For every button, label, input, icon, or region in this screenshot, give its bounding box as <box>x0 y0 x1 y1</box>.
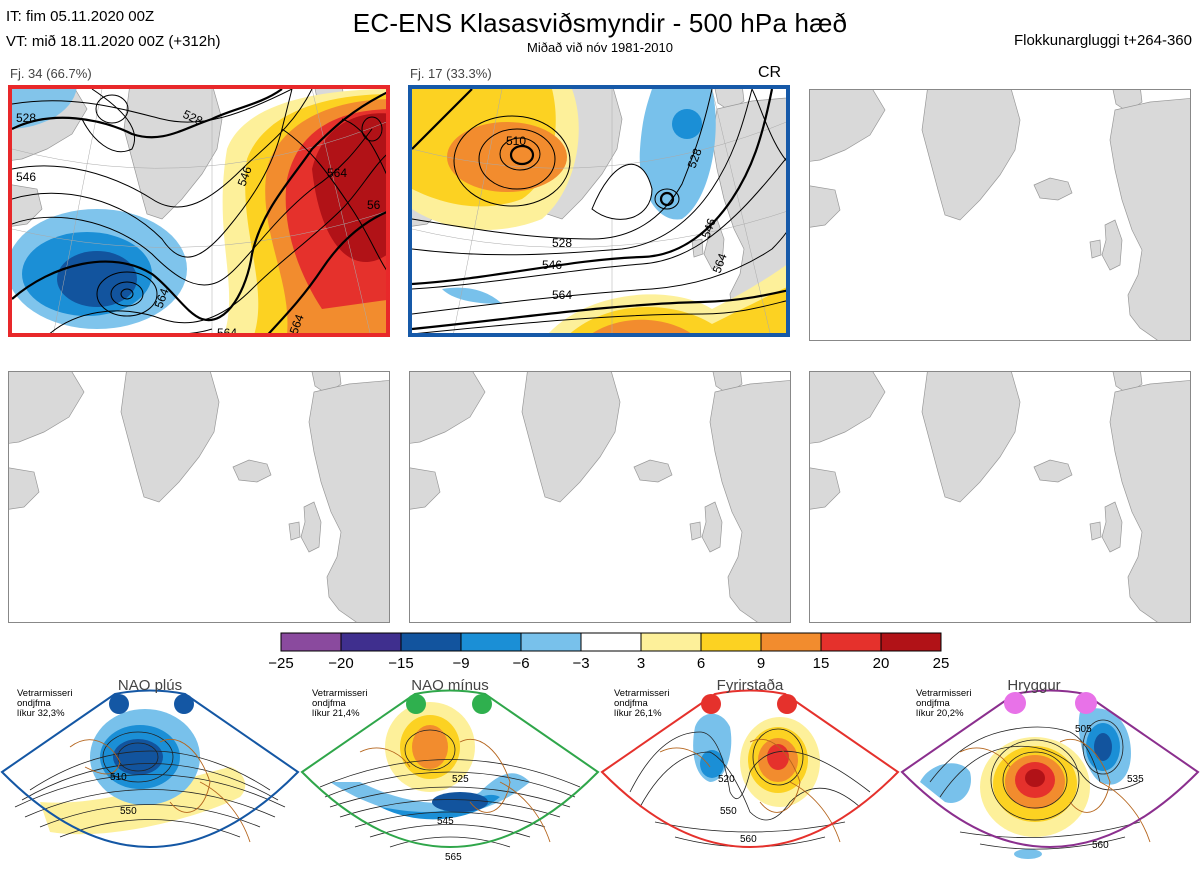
regime-label: 565 <box>445 852 462 863</box>
regime-label: 560 <box>1092 840 1109 851</box>
regime-hryggur: 505 535 560 Vetrarmisseri ondjfma líkur … <box>900 672 1200 872</box>
regime-nao-minus: 525 545 565 Vetrarmisseri ondjfma líkur … <box>300 672 600 872</box>
regime-title: Fyrirstaða <box>716 677 784 694</box>
colorbar-tick-label: −6 <box>512 655 530 672</box>
colorbar-cell <box>340 632 402 652</box>
colorbar-tick-label: 15 <box>812 655 830 672</box>
colorbar-cell <box>580 632 642 652</box>
colorbar-cell <box>640 632 702 652</box>
contour-label: 564 <box>217 326 237 337</box>
regime-dot <box>472 694 492 714</box>
colorbar-tick-label: 3 <box>636 655 646 672</box>
colorbar-cell <box>820 632 882 652</box>
regime-stats: Vetrarmisseri ondjfma líkur 20,2% <box>916 688 972 719</box>
cluster-3-map <box>809 89 1191 341</box>
page-title: EC-ENS Klasasviðsmyndir - 500 hPa hæð <box>352 8 848 38</box>
regime-label: 505 <box>1075 724 1092 735</box>
colorbar-tick-label: −20 <box>328 655 354 672</box>
colorbar-tick-label: 9 <box>756 655 766 672</box>
anomaly-colorbar <box>280 632 942 652</box>
regime-label: 560 <box>740 834 757 845</box>
colorbar-tick-label: −25 <box>268 655 294 672</box>
contour-label: 546 <box>699 216 719 240</box>
contour-label: 546 <box>542 258 562 272</box>
colorbar-cell <box>700 632 762 652</box>
header-times: IT: fim 05.11.2020 00Z VT: mið 18.11.202… <box>6 4 220 54</box>
contour-label: 528 <box>16 111 36 125</box>
contour-label: 528 <box>685 146 705 170</box>
contour-label: 56 <box>367 198 381 212</box>
regime-dot <box>1075 692 1097 714</box>
regime-dot <box>174 694 194 714</box>
valid-time: VT: mið 18.11.2020 00Z (+312h) <box>6 33 221 50</box>
cluster-2-tag: CR <box>758 64 782 81</box>
cluster-5-map <box>409 371 791 623</box>
colorbar-tick-label: 25 <box>932 655 950 672</box>
regime-label: 535 <box>1127 774 1144 785</box>
colorbar-tick-label: −3 <box>572 655 590 672</box>
contour-label: 564 <box>287 312 307 336</box>
regime-dot <box>701 694 721 714</box>
regime-stats: Vetrarmisseri ondjfma líkur 26,1% <box>614 688 670 719</box>
cluster-2-map: 510 528 528 546 564 546 564 <box>408 85 790 337</box>
cluster-1-map: 528 546 564 528 546 564 564 564 56 <box>8 85 390 337</box>
contour-label: 510 <box>506 134 526 148</box>
contour-label: 546 <box>235 164 255 188</box>
regime-dot <box>406 694 426 714</box>
colorbar-cell <box>520 632 582 652</box>
regime-title: NAO plús <box>117 677 183 694</box>
colorbar-tick-label: −9 <box>452 655 470 672</box>
contour-label: 564 <box>152 286 172 310</box>
regime-label: 550 <box>720 806 737 817</box>
colorbar-cell <box>880 632 942 652</box>
colorbar-cell <box>400 632 462 652</box>
contour-label: 564 <box>710 251 730 275</box>
contour-label: 564 <box>552 288 572 302</box>
regime-stats: Vetrarmisseri ondjfma líkur 21,4% <box>312 688 368 719</box>
regime-dot <box>777 694 797 714</box>
regime-title: NAO mínus <box>411 677 489 694</box>
colorbar-tick-label: −15 <box>388 655 414 672</box>
cluster-4-map <box>8 371 390 623</box>
page-subtitle: Miðað við nóv 1981-2010 <box>527 40 673 55</box>
regime-label: 545 <box>437 816 454 827</box>
colorbar-tick-label: 20 <box>872 655 890 672</box>
regime-stats: Vetrarmisseri ondjfma líkur 32,3% <box>17 688 73 719</box>
regime-label: 520 <box>718 774 735 785</box>
colorbar-cell <box>760 632 822 652</box>
cluster-window: Flokkunargluggi t+264-360 <box>1013 32 1192 49</box>
regime-fyrirstada: 520 550 560 Vetrarmisseri ondjfma líkur … <box>600 672 900 872</box>
cluster-1-label: Fj. 34 (66.7%) <box>10 66 92 81</box>
regime-dot <box>109 694 129 714</box>
regime-label: 525 <box>452 774 469 785</box>
cluster-2-label: Fj. 17 (33.3%) <box>410 66 492 81</box>
colorbar-cell <box>460 632 522 652</box>
regime-title: Hryggur <box>1007 677 1061 694</box>
contour-label: 546 <box>16 170 36 184</box>
cluster-6-map <box>809 371 1191 623</box>
colorbar-cell <box>280 632 342 652</box>
regime-dot <box>1004 692 1026 714</box>
regime-nao-plus: 510 550 Vetrarmisseri ondjfma líkur 32,3… <box>0 672 300 872</box>
contour-label: 528 <box>552 236 572 250</box>
contour-label: 564 <box>327 166 347 180</box>
colorbar-tick-label: 6 <box>696 655 706 672</box>
regime-label: 510 <box>110 772 127 783</box>
regime-label: 550 <box>120 806 137 817</box>
issue-time: IT: fim 05.11.2020 00Z <box>6 8 155 25</box>
